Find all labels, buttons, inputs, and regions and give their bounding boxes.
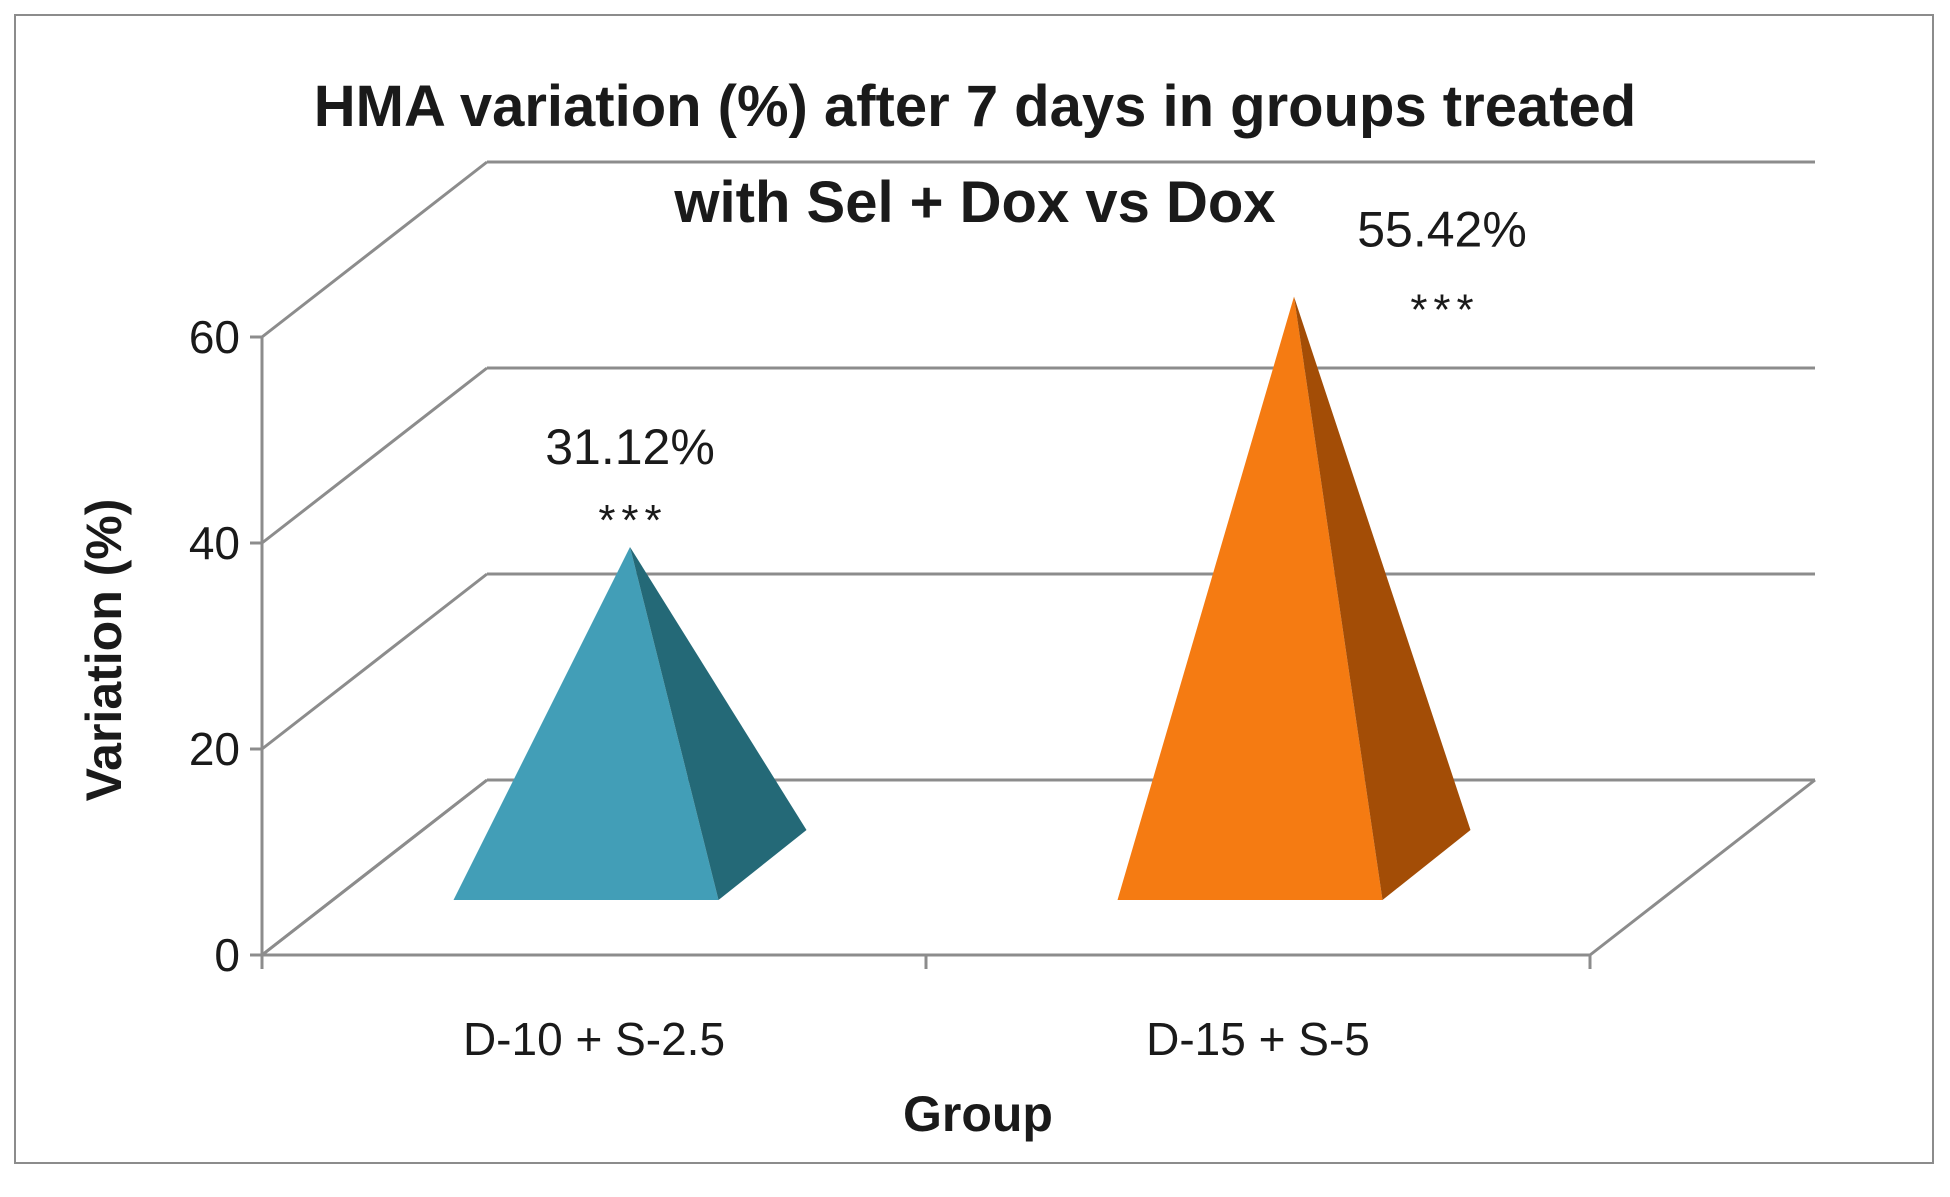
pyramid-series [453,296,1471,900]
gridline-side [261,572,488,751]
y-axis-ticks: 0 20 40 60 [189,311,262,981]
chart-frame [14,14,1934,1164]
x-axis-title: Group [903,1086,1053,1142]
pyramid-front-face [453,546,719,900]
y-axis-title: Variation (%) [76,499,132,802]
y-tick-label: 20 [189,723,240,775]
y-tick-label: 60 [189,311,240,363]
chart-title-line-1: HMA variation (%) after 7 days in groups… [314,74,1636,139]
gridline-side [261,778,488,957]
gridline-side [261,160,488,339]
gridline-side [261,366,488,545]
pyramid-side-face [630,546,807,900]
data-label-value: 31.12% [545,419,715,475]
floor-right-edge [1589,778,1816,957]
chart-title-line-2: with Sel + Dox vs Dox [673,170,1275,235]
data-label-value: 55.42% [1357,202,1527,258]
x-category-label: D-10 + S-2.5 [463,1013,725,1065]
data-label-significance: *** [1410,286,1479,335]
y-tick-label: 40 [189,517,240,569]
x-category-label: D-15 + S-5 [1146,1013,1370,1065]
pyramid-side-face [1294,296,1471,900]
x-axis: D-10 + S-2.5 D-15 + S-5 [260,953,1592,1065]
data-label-significance: *** [598,496,667,545]
y-tick-label: 0 [214,929,240,981]
pyramid-front-face [1117,296,1383,900]
data-labels: 31.12% *** 55.42% *** [545,202,1527,545]
